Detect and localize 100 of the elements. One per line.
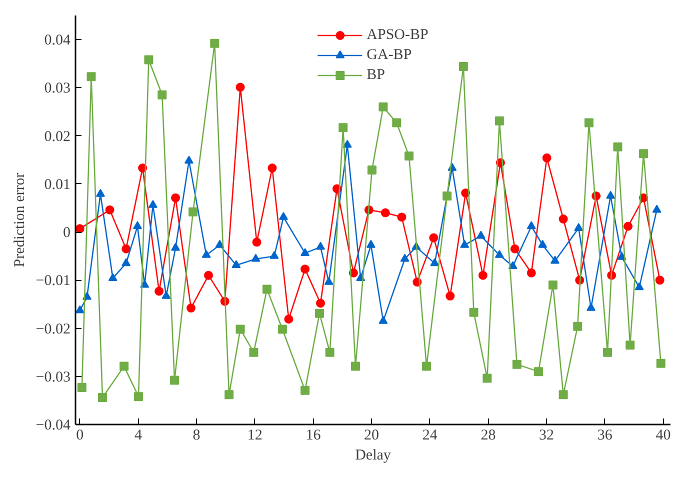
y-tick-label: −0.04 [36, 418, 71, 434]
y-tick-label: 0.03 [44, 80, 70, 97]
point [268, 164, 277, 173]
point [584, 118, 594, 128]
point [512, 360, 522, 369]
y-axis-title: Prediction error [12, 172, 28, 268]
legend-label: BP [366, 66, 386, 84]
point [184, 156, 194, 164]
point [77, 382, 86, 392]
point [76, 305, 84, 314]
point [378, 316, 388, 324]
point [215, 240, 224, 248]
x-tick-label: 12 [247, 428, 262, 444]
point [316, 242, 325, 250]
x-tick-label: 0 [76, 428, 84, 444]
point [422, 362, 432, 371]
y-tick-label: −0.03 [36, 369, 71, 386]
y-tick-label: 0 [63, 225, 70, 242]
point [171, 242, 180, 251]
point [482, 374, 492, 383]
point [314, 308, 324, 318]
point [122, 244, 131, 254]
point [171, 193, 180, 202]
point [400, 254, 410, 262]
legend-label: APSO-BP [366, 26, 428, 44]
point [366, 240, 376, 248]
legend-label: GA-BP [366, 46, 412, 64]
point [367, 165, 376, 174]
point [458, 62, 468, 72]
point [251, 254, 260, 262]
point [542, 153, 552, 162]
x-tick-label: 8 [192, 428, 200, 444]
x-tick-label: 40 [656, 428, 671, 444]
point [603, 348, 612, 357]
point [105, 205, 114, 214]
y-tick-label: 0.01 [44, 176, 70, 193]
point [170, 376, 180, 385]
point [144, 55, 154, 64]
point [494, 250, 504, 258]
point [573, 322, 582, 331]
point [86, 72, 96, 82]
point [534, 367, 544, 376]
point [252, 238, 262, 247]
y-tick-label: −0.01 [36, 273, 71, 290]
point [236, 324, 245, 334]
point [380, 208, 390, 218]
point [606, 190, 616, 199]
y-tick-label: −0.02 [36, 321, 71, 338]
point [325, 348, 334, 357]
point [154, 286, 164, 296]
point [249, 348, 258, 357]
x-tick-label: 32 [539, 428, 554, 444]
point [397, 212, 406, 222]
point [478, 270, 488, 280]
point [204, 270, 213, 280]
point [656, 358, 666, 368]
point [186, 304, 196, 313]
point [278, 212, 288, 220]
point [98, 393, 107, 402]
point [494, 116, 504, 126]
point [626, 340, 635, 350]
y-tick-label: 0.04 [44, 32, 71, 49]
x-axis-title: Delay [355, 448, 392, 464]
point [508, 261, 518, 269]
point [586, 302, 596, 311]
x-tick-label: 20 [364, 428, 380, 444]
point [634, 282, 644, 290]
point [469, 308, 478, 317]
point [134, 392, 143, 402]
point [550, 256, 560, 264]
point [210, 38, 220, 48]
y-tick-label: 0.02 [44, 128, 70, 145]
point [538, 240, 548, 248]
point [108, 273, 118, 282]
point [300, 264, 310, 274]
point [324, 276, 334, 285]
x-tick-label: 16 [306, 428, 322, 444]
point [120, 362, 129, 371]
point [460, 240, 470, 248]
point [162, 290, 171, 299]
point [526, 268, 536, 278]
point [430, 258, 440, 266]
point [476, 230, 486, 239]
point [655, 276, 664, 285]
point [558, 390, 568, 400]
point [442, 191, 452, 200]
point [429, 233, 438, 242]
point [404, 152, 414, 161]
point [613, 142, 622, 152]
point [378, 102, 388, 112]
point [558, 214, 568, 224]
point [652, 204, 662, 213]
point [392, 118, 402, 128]
point [510, 244, 520, 254]
point [316, 298, 325, 308]
point [639, 149, 648, 158]
point [526, 221, 536, 230]
point [284, 314, 294, 324]
point [338, 123, 348, 132]
point [224, 390, 234, 400]
